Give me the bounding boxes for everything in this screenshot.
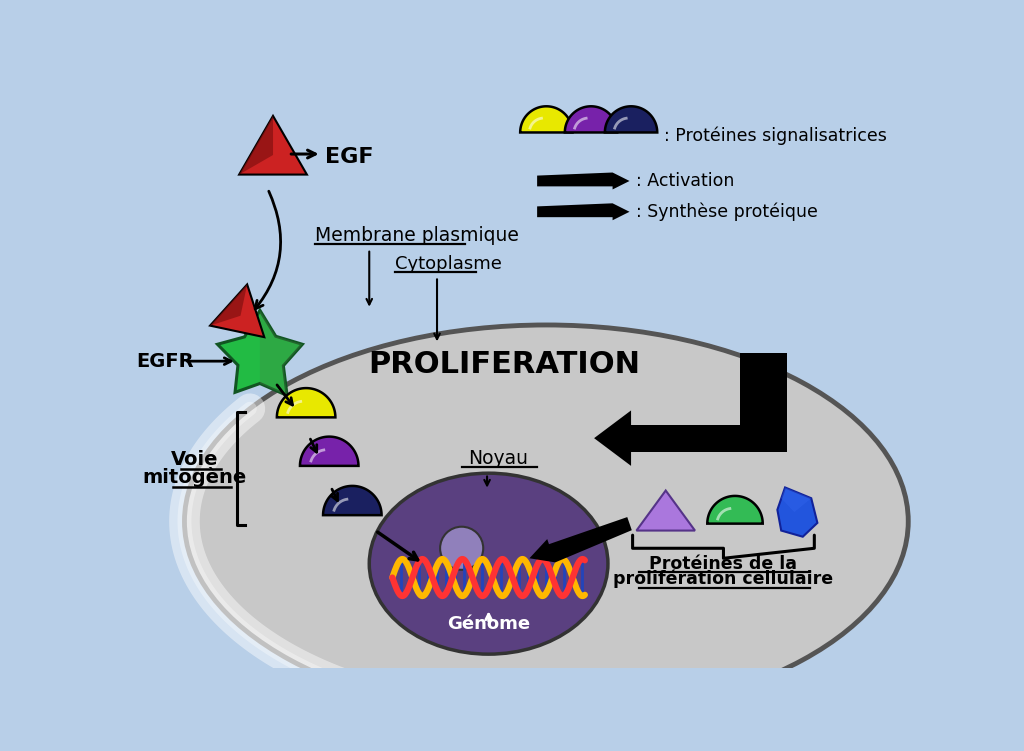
Polygon shape (538, 204, 630, 220)
Polygon shape (240, 116, 273, 174)
Polygon shape (740, 354, 786, 452)
Polygon shape (708, 496, 763, 523)
Ellipse shape (184, 325, 908, 718)
Polygon shape (217, 310, 302, 396)
Polygon shape (565, 107, 617, 132)
Text: Membrane plasmique: Membrane plasmique (315, 226, 519, 245)
Text: Génome: Génome (447, 615, 530, 633)
Polygon shape (529, 517, 632, 562)
Text: Cytoplasme: Cytoplasme (395, 255, 503, 273)
Polygon shape (631, 425, 786, 452)
Text: EGF: EGF (326, 147, 374, 167)
Text: mitogène: mitogène (142, 467, 247, 487)
Text: Protéines de la: Protéines de la (649, 555, 798, 573)
Polygon shape (520, 107, 572, 132)
Polygon shape (260, 310, 302, 396)
Polygon shape (210, 285, 247, 326)
Text: PROLIFERATION: PROLIFERATION (368, 351, 640, 379)
Text: prolifération cellulaire: prolifération cellulaire (613, 569, 834, 588)
Text: Noyau: Noyau (469, 448, 528, 468)
Polygon shape (605, 107, 657, 132)
Text: : Protéines signalisatrices: : Protéines signalisatrices (665, 126, 887, 145)
Polygon shape (210, 285, 264, 337)
Polygon shape (276, 388, 336, 418)
Polygon shape (300, 436, 358, 466)
Polygon shape (637, 490, 666, 530)
Polygon shape (594, 411, 631, 466)
Circle shape (440, 526, 483, 570)
Polygon shape (240, 116, 307, 174)
Text: Voie: Voie (171, 450, 218, 469)
Polygon shape (777, 487, 817, 537)
Text: : Activation: : Activation (636, 172, 734, 190)
Polygon shape (538, 173, 630, 189)
Ellipse shape (370, 473, 608, 654)
Polygon shape (323, 486, 382, 515)
Polygon shape (637, 490, 695, 530)
Text: : Synthèse protéique: : Synthèse protéique (636, 203, 817, 221)
Text: EGFR: EGFR (137, 352, 195, 372)
Polygon shape (781, 487, 811, 512)
